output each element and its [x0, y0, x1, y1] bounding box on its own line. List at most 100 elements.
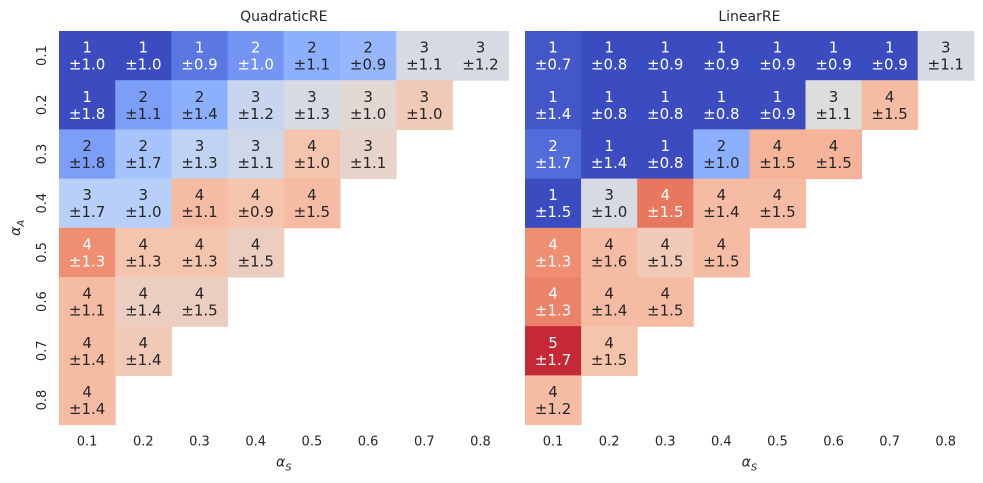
- heatmap-cell: [861, 80, 919, 130]
- cell-value-label: 4: [251, 186, 261, 204]
- cell-std-label: ±1.3: [69, 252, 105, 270]
- heatmap-cell: [340, 129, 397, 180]
- heatmap-cell: [693, 80, 750, 130]
- cell-value-label: 3: [307, 88, 317, 106]
- cell-std-label: ±0.8: [647, 154, 683, 172]
- cell-std-label: ±1.5: [181, 302, 217, 320]
- heatmap-cell: [59, 31, 116, 81]
- panel-title: QuadraticRE: [240, 9, 327, 25]
- cell-value-label: 4: [660, 285, 670, 303]
- cell-std-label: ±1.0: [125, 203, 161, 221]
- cell-value-label: 1: [604, 137, 614, 155]
- heatmap-cell: [115, 277, 172, 327]
- heatmap-cell: [581, 277, 638, 327]
- cell-std-label: ±1.5: [703, 252, 739, 270]
- cell-value-label: 1: [660, 39, 670, 57]
- y-tick-label: 0.2: [35, 94, 50, 115]
- cell-std-label: ±1.5: [294, 203, 330, 221]
- cell-value-label: 4: [548, 383, 558, 401]
- cell-value-label: 3: [420, 39, 430, 57]
- cell-value-label: 3: [829, 88, 839, 106]
- heatmap-cell: [227, 31, 285, 81]
- cell-value-label: 1: [82, 39, 92, 57]
- heatmap-cell: [525, 375, 582, 426]
- cell-value-label: 1: [885, 39, 895, 57]
- heatmap-cell: [637, 178, 694, 229]
- cell-value-label: 4: [82, 235, 92, 253]
- cell-std-label: ±1.7: [69, 203, 105, 221]
- x-tick-label: 0.7: [414, 435, 435, 450]
- heatmap-cell: [693, 227, 750, 278]
- cell-std-label: ±0.9: [759, 56, 795, 74]
- cell-std-label: ±1.1: [181, 203, 217, 221]
- heatmap-cell: [340, 31, 397, 81]
- x-tick-label: 0.6: [358, 435, 379, 450]
- x-tick-label: 0.2: [599, 435, 620, 450]
- cell-value-label: 1: [773, 88, 783, 106]
- cell-std-label: ±1.5: [647, 302, 683, 320]
- cell-std-label: ±1.7: [535, 351, 571, 369]
- heatmap-cell: [749, 129, 806, 180]
- cell-value-label: 4: [829, 137, 839, 155]
- cell-value-label: 4: [717, 186, 727, 204]
- cell-value-label: 1: [195, 39, 205, 57]
- cell-std-label: ±1.0: [406, 105, 442, 123]
- cell-value-label: 1: [82, 88, 92, 106]
- cell-value-label: 3: [363, 88, 373, 106]
- cell-value-label: 2: [717, 137, 727, 155]
- heatmap-cell: [227, 129, 285, 180]
- cell-value-label: 3: [195, 137, 205, 155]
- cell-value-label: 4: [548, 285, 558, 303]
- cell-value-label: 1: [660, 88, 670, 106]
- heatmap-cell: [59, 80, 116, 130]
- heatmap-cell: [283, 80, 341, 130]
- heatmap-cell: [581, 31, 638, 81]
- x-tick-label: 0.8: [470, 435, 491, 450]
- heatmap-cell: [59, 227, 116, 278]
- cell-std-label: ±1.5: [815, 154, 851, 172]
- y-tick-label: 0.5: [35, 242, 50, 263]
- cell-std-label: ±1.1: [125, 105, 161, 123]
- cell-std-label: ±1.1: [350, 154, 386, 172]
- cell-std-label: ±1.4: [703, 203, 739, 221]
- heatmap-cell: [805, 31, 863, 81]
- cell-value-label: 2: [82, 137, 92, 155]
- heatmap-cell: [59, 129, 116, 180]
- cell-std-label: ±1.5: [647, 252, 683, 270]
- heatmap-cell: [525, 31, 582, 81]
- heatmap-cell: [581, 129, 638, 180]
- cell-value-label: 4: [139, 235, 149, 253]
- heatmap-cell: [693, 178, 750, 229]
- y-tick-label: 0.6: [35, 291, 50, 312]
- heatmap-cell: [227, 80, 285, 130]
- x-tick-label: 0.3: [655, 435, 676, 450]
- cell-std-label: ±1.5: [759, 154, 795, 172]
- cell-std-label: ±1.0: [703, 154, 739, 172]
- cell-value-label: 3: [941, 39, 951, 57]
- cell-std-label: ±1.1: [928, 56, 964, 74]
- cell-value-label: 1: [829, 39, 839, 57]
- heatmap-cell: [171, 31, 229, 81]
- x-tick-label: 0.5: [767, 435, 788, 450]
- heatmap-cell: [749, 80, 806, 130]
- cell-value-label: 4: [717, 235, 727, 253]
- heatmap-cell: [171, 227, 229, 278]
- cell-value-label: 4: [195, 285, 205, 303]
- y-tick-label: 0.1: [35, 45, 50, 66]
- cell-std-label: ±1.5: [591, 351, 627, 369]
- cell-value-label: 4: [307, 137, 317, 155]
- cell-value-label: 1: [717, 39, 727, 57]
- cell-value-label: 4: [82, 383, 92, 401]
- cell-std-label: ±1.0: [69, 56, 105, 74]
- x-tick-label: 0.3: [189, 435, 210, 450]
- cell-value-label: 3: [363, 137, 373, 155]
- cell-std-label: ±1.5: [871, 105, 907, 123]
- heatmap-cell: [115, 31, 172, 81]
- cell-std-label: ±0.9: [759, 105, 795, 123]
- x-tick-label: 0.1: [77, 435, 98, 450]
- x-tick-label: 0.7: [879, 435, 900, 450]
- cell-std-label: ±1.4: [69, 351, 105, 369]
- cell-std-label: ±0.9: [237, 203, 273, 221]
- heatmap-cell: [171, 277, 229, 327]
